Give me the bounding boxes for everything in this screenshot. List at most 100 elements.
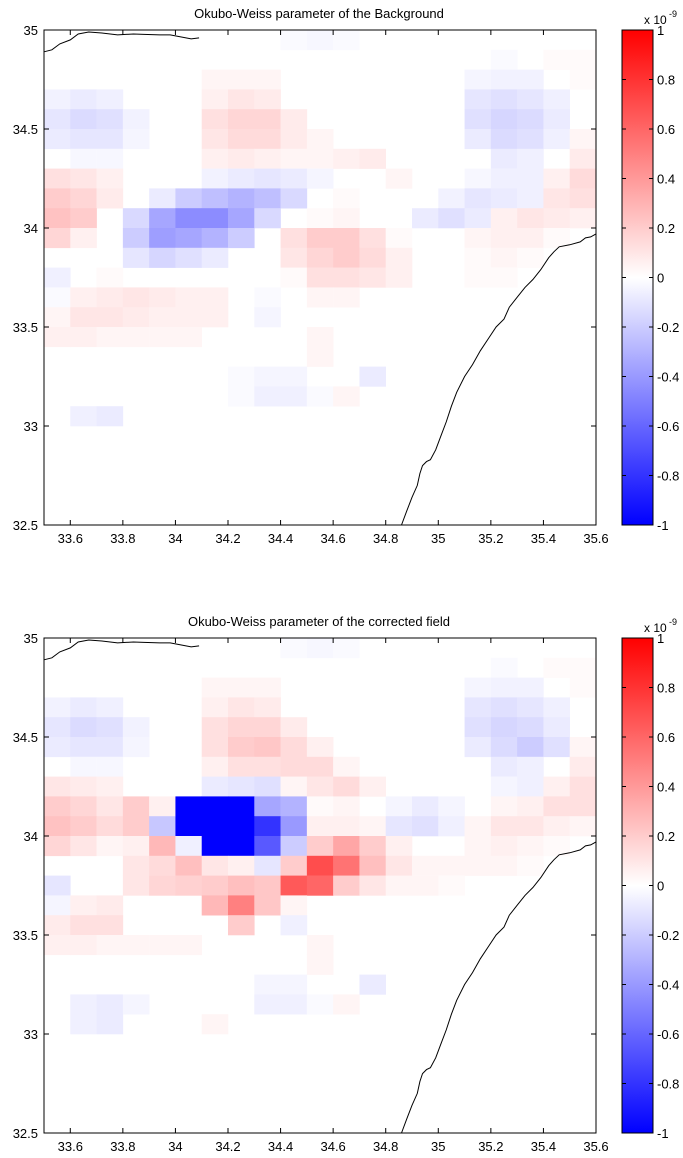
heatmap-cell (412, 796, 439, 817)
heatmap-cell (122, 994, 150, 1015)
heatmap-cell (359, 267, 387, 288)
heatmap-cell (359, 148, 387, 169)
heatmap-cell (385, 836, 413, 857)
colorbar-tick-label: -0.4 (657, 370, 679, 385)
heatmap-cell (359, 836, 387, 857)
heatmap-cell (149, 228, 176, 249)
heatmap-cell (122, 836, 150, 857)
colorbar-tick-label: -0.6 (657, 1027, 679, 1042)
heatmap-cell (254, 69, 281, 90)
heatmap-cell (44, 129, 71, 150)
heatmap-cell (175, 287, 203, 308)
heatmap-cell (70, 935, 97, 956)
heatmap-cell (96, 935, 124, 956)
heatmap-cell (438, 188, 465, 209)
heatmap-cell (149, 307, 176, 328)
heatmap-cell (280, 148, 308, 169)
heatmap-cell (201, 756, 229, 777)
heatmap-cell (175, 307, 203, 328)
heatmap-cell (96, 89, 124, 110)
colorbar-ticks: 1 0.8 0.6 0.4 0.2 0 -0.2 -0.4 -0.6 -0.8 -1 (622, 23, 679, 533)
heatmap-cell (44, 307, 71, 328)
heatmap-cell (306, 287, 334, 308)
heatmap-cell (464, 267, 492, 288)
heatmap-cell (122, 796, 150, 817)
heatmap-cell (438, 208, 465, 229)
colorbar-tick-label: -0.4 (657, 978, 679, 993)
heatmap-cell (254, 188, 281, 209)
heatmap-cell (44, 168, 71, 189)
heatmap-cell (254, 366, 281, 387)
heatmap-cell (517, 129, 544, 150)
heatmap-cell (517, 89, 544, 110)
heatmap-cell (70, 836, 97, 857)
heatmap-cell (201, 717, 229, 738)
x-axis: 33.6 33.8 34 34.2 34.4 34.6 34.8 35 35.2 35.4 35.6 (58, 30, 609, 546)
heatmap-cell (254, 796, 281, 817)
heatmap-cell (333, 228, 360, 249)
heatmap-cell (359, 366, 387, 387)
heatmap-cell (306, 168, 334, 189)
colorbar-tick-label: -1 (657, 1126, 669, 1141)
heatmap-cell (517, 148, 544, 169)
heatmap-cell (333, 994, 360, 1015)
heatmap-cell (96, 307, 124, 328)
heatmap-cell (70, 129, 97, 150)
heatmap-cell (517, 188, 544, 209)
heatmap-cell (149, 875, 176, 896)
heatmap-cell (70, 737, 97, 758)
heatmap-cell (280, 717, 308, 738)
heatmap-cell (490, 168, 518, 189)
heatmap-cell (201, 697, 229, 718)
heatmap-cell (201, 188, 229, 209)
heatmap-cell (149, 796, 176, 817)
heatmap-cell (201, 895, 229, 916)
heatmap-cell (201, 109, 229, 130)
heatmap-cell (280, 816, 308, 837)
x-tick-label: 35.2 (478, 1139, 503, 1154)
heatmap-cell (569, 69, 597, 90)
heatmap-cell (228, 915, 255, 936)
heatmap-cell (122, 855, 150, 876)
heatmap-cell (96, 148, 124, 169)
coastline-path (401, 233, 597, 526)
heatmap-cell (569, 657, 597, 678)
heatmap-cell (306, 816, 334, 837)
heatmap-cell (543, 228, 571, 249)
heatmap-cell (569, 148, 597, 169)
heatmap-cell (44, 895, 71, 916)
colorbar-tick-label: 0.8 (657, 681, 675, 696)
heatmap-cell (70, 109, 97, 130)
x-tick-label: 34.8 (373, 531, 398, 546)
heatmap-cell (306, 836, 334, 857)
heatmap-cell (569, 796, 597, 817)
heatmap-cell (149, 188, 176, 209)
heatmap-cell (70, 776, 97, 797)
heatmap-cell (201, 168, 229, 189)
colorbar-ticks: 1 0.8 0.6 0.4 0.2 0 -0.2 -0.4 -0.6 -0.8 -1 (622, 631, 679, 1141)
heatmap-cell (44, 796, 71, 817)
heatmap-cell (70, 168, 97, 189)
heatmap-cell (201, 208, 229, 229)
heatmap-cell (306, 148, 334, 169)
heatmap-cell (385, 796, 413, 817)
coastline-path (43, 639, 200, 661)
heatmap-cell (543, 816, 571, 837)
y-tick-label: 33.5 (13, 320, 38, 335)
y-axis: 32.5 33 33.5 34 34.5 35 (13, 23, 596, 533)
heatmap-cell (438, 796, 465, 817)
heatmap-cell (96, 895, 124, 916)
colorbar-tick-label: 0.6 (657, 122, 675, 137)
heatmap-cell (175, 188, 203, 209)
heatmap-cell (122, 228, 150, 249)
heatmap-cell (44, 109, 71, 130)
heatmap-cell (464, 717, 492, 738)
chart-title: Okubo-Weiss parameter of the corrected f… (188, 614, 450, 629)
heatmap-cell (201, 855, 229, 876)
heatmap-cell (517, 168, 544, 189)
heatmap-cell (96, 796, 124, 817)
heatmap-cell (254, 148, 281, 169)
heatmap-cell (96, 836, 124, 857)
x-tick-label: 35 (431, 531, 445, 546)
heatmap-cell (175, 875, 203, 896)
